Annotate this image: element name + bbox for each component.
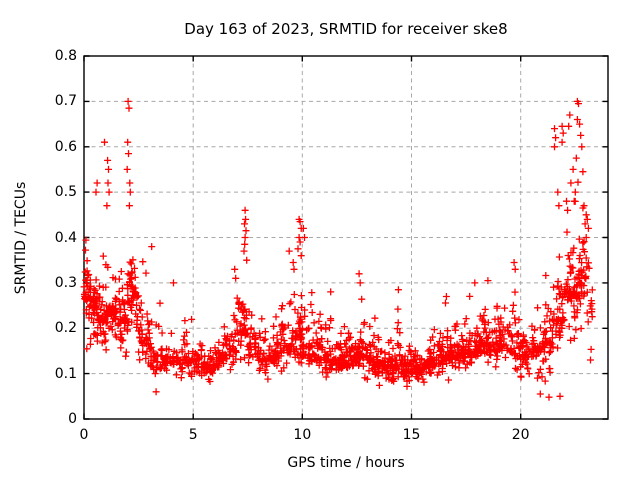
y-tick-label: 0.3 xyxy=(54,274,77,291)
y-tick-label: 0.5 xyxy=(54,184,77,201)
x-axis-label: GPS time / hours xyxy=(287,455,405,471)
y-axis-label: SRMTID / TECUs xyxy=(13,181,29,294)
y-tick-label: 0 xyxy=(68,411,77,427)
plot-border xyxy=(83,55,609,420)
y-tick-label: 0.4 xyxy=(54,229,77,246)
y-tick-label: 0.6 xyxy=(54,138,77,155)
x-tick-label: 0 xyxy=(79,427,89,443)
x-tick-label: 5 xyxy=(188,427,198,443)
y-tick-label: 0.7 xyxy=(54,93,77,110)
x-tick-label: 15 xyxy=(402,427,421,443)
chart-title: Day 163 of 2023, SRMTID for receiver ske… xyxy=(184,20,508,38)
x-tick-label: 20 xyxy=(511,427,530,443)
x-tick-label: 10 xyxy=(293,427,312,443)
y-tick-label: 0.8 xyxy=(54,48,77,64)
y-tick-label: 0.1 xyxy=(54,365,77,382)
data-points xyxy=(80,97,596,401)
y-tick-label: 0.2 xyxy=(54,320,77,337)
